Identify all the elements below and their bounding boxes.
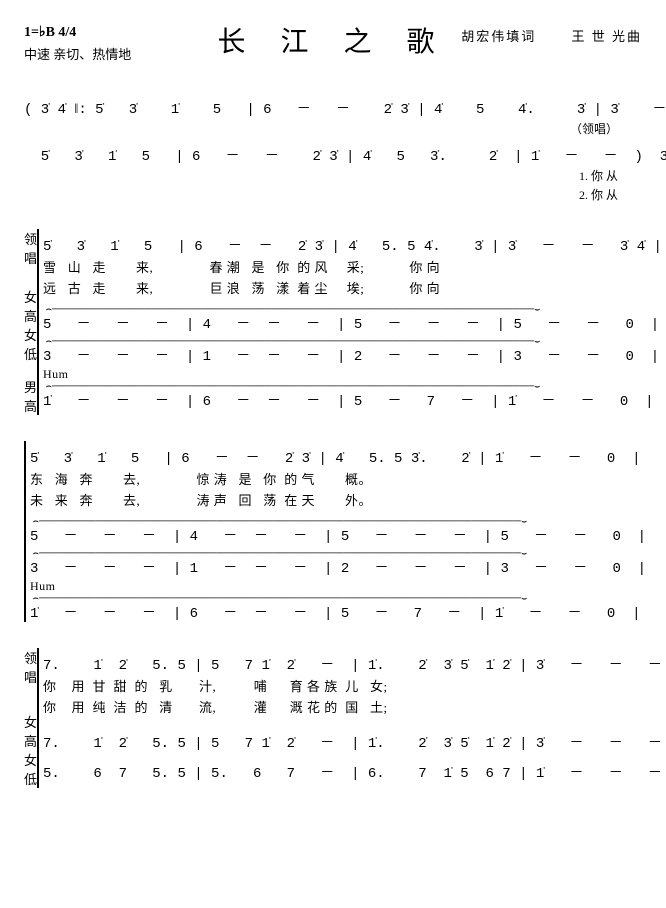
label-soprano-3: 女高 (24, 712, 37, 750)
system-content: ⌒ ⌒ ⌒ ⌒ ⌒ 5̇ 3̇ 1̇ 5 | 6 － － 2̇ 3̇ | 4̇ … (37, 229, 662, 415)
verse-cue-1: 1. 你 从 (24, 167, 618, 184)
label-soprano: 女高 (24, 287, 37, 325)
part-labels-3: 领唱 女高 女低 (24, 648, 37, 788)
label-alto: 女低 (24, 325, 37, 363)
part-labels: 领唱 女高 女低 男高 (24, 229, 37, 415)
lead-notes-2: 5̇ 3̇ 1̇ 5 | 6 － － 2̇ 3̇ | 4̇ 5. 5 3̇. 2… (30, 447, 646, 467)
lyric-2: 远 古 走 来, 巨 浪 荡 漾 着 尘 埃; 你 向 (43, 278, 662, 297)
system-content-3: ⌒ ⌒ ⌒ ⌒ ⌒ ⌒ 7. 1̇ 2̇ 5. 5 | 5 7 1̇ 2̇ － … (37, 648, 666, 788)
intro-section: ⌒ ⌒ ⌒ ⌒ ( 3̇ 4̇ ‖: 5̇ 3̇ 1̇ 5 | 6 － － 2̇… (24, 92, 642, 203)
verse-cue-2: 2. 你 从 (24, 186, 618, 203)
soprano-notes-3: 7. 1̇ 2̇ 5. 5 | 5 7 1̇ 2̇ － | 1̇. 2̇ 3̇ … (43, 732, 666, 752)
lead-notes-3: 7. 1̇ 2̇ 5. 5 | 5 7 1̇ 2̇ － | 1̇. 2̇ 3̇ … (43, 654, 666, 674)
intro-line-1: ( 3̇ 4̇ ‖: 5̇ 3̇ 1̇ 5 | 6 － － 2̇ 3̇ | 4̇… (24, 98, 642, 118)
credits: 胡宏伟填词 王 世 光曲 (461, 26, 642, 45)
system-1: 领唱 女高 女低 男高 ⌒ ⌒ ⌒ ⌒ ⌒ 5̇ 3̇ 1̇ 5 | 6 － －… (24, 229, 642, 415)
label-lead: 领唱 (24, 229, 37, 267)
score-header: 1=♭B 4/4 中速 亲切、热情地 长 江 之 歌 胡宏伟填词 王 世 光曲 (24, 20, 642, 80)
soprano-notes: 5 － － － | 4 － － － | 5 － － － | 5 － － 0 | (43, 313, 662, 333)
lyric-1b: 东 海 奔 去, 惊 涛 是 你 的 气 概。 (30, 469, 646, 488)
tempo-marking: 中速 亲切、热情地 (24, 44, 131, 63)
system-content-2: ⌒ ⌒ ⌒ ⌒ ⌒ 5̇ 3̇ 1̇ 5 | 6 － － 2̇ 3̇ | 4̇ … (24, 441, 646, 622)
system-3: 领唱 女高 女低 ⌒ ⌒ ⌒ ⌒ ⌒ ⌒ 7. 1̇ 2̇ 5. 5 | 5 7… (24, 648, 642, 788)
tenor-notes: 1̇ － － － | 6 － － － | 5 － 7 － | 1̇ － － 0 … (43, 390, 662, 410)
system-2: ⌒ ⌒ ⌒ ⌒ ⌒ 5̇ 3̇ 1̇ 5 | 6 － － 2̇ 3̇ | 4̇ … (24, 441, 642, 622)
hum-label: Hum (43, 367, 662, 382)
lyricist: 胡宏伟填词 (461, 29, 536, 44)
lead-notes: 5̇ 3̇ 1̇ 5 | 6 － － 2̇ 3̇ | 4̇ 5. 5 4̇. 3… (43, 235, 662, 255)
lyric-2b: 未 来 奔 去, 涛 声 回 荡 在 天 外。 (30, 490, 646, 509)
score-title: 长 江 之 歌 (217, 20, 448, 60)
alto-notes: 3 － － － | 1 － － － | 2 － － － | 3 － － 0 | (43, 345, 662, 365)
hum-label-2: Hum (30, 579, 646, 594)
alto-notes-3: 5. 6 7 5. 5 | 5. 6 7 － | 6. 7 1̇ 5 6 7 |… (43, 762, 666, 782)
composer: 王 世 光曲 (571, 29, 642, 44)
lead-annotation: （领唱） (24, 120, 618, 137)
label-lead-3: 领唱 (24, 648, 37, 686)
alto-notes-2: 3 － － － | 1 － － － | 2 － － － | 3 － － 0 | (30, 557, 646, 577)
lyric-2c: 你 用 纯 洁 的 清 流, 灌 溉 花 的 国 土; (43, 697, 666, 716)
lyric-1c: 你 用 甘 甜 的 乳 汁, 哺 育 各 族 儿 女; (43, 676, 666, 695)
label-alto-3: 女低 (24, 750, 37, 788)
label-tenor: 男高 (24, 377, 37, 415)
soprano-notes-2: 5 － － － | 4 － － － | 5 － － － | 5 － － 0 | (30, 525, 646, 545)
lyric-1: 雪 山 走 来, 春 潮 是 你 的 风 采; 你 向 (43, 257, 662, 276)
key-signature: 1=♭B 4/4 (24, 24, 76, 41)
tenor-notes-2: 1̇ － － － | 6 － － － | 5 － 7 － | 1̇ － － 0 … (30, 602, 646, 622)
intro-line-2: 5̇ 3̇ 1̇ 5 | 6 － － 2̇ 3̇ | 4̇ 5 3̇. 2̇ |… (24, 145, 642, 165)
